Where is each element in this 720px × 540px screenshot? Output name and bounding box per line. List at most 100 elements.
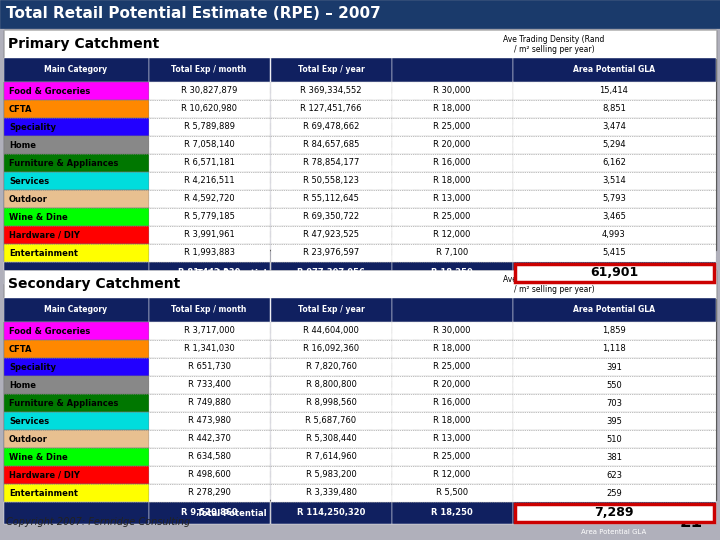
Bar [271,340,392,358]
Text: R 4,592,720: R 4,592,720 [184,194,234,204]
Text: R 47,923,525: R 47,923,525 [303,231,359,240]
Text: R 55,112,645: R 55,112,645 [303,194,359,204]
Bar [513,376,716,394]
Bar [271,100,392,118]
Text: R 651,730: R 651,730 [187,362,230,372]
Bar [271,82,392,100]
Bar [149,394,270,412]
Bar [149,484,270,502]
Bar [4,262,149,284]
Bar [513,298,716,322]
Bar [271,448,392,466]
Bar [392,226,513,244]
Bar [4,358,149,376]
Text: R 7,820,760: R 7,820,760 [305,362,356,372]
Text: 6,162: 6,162 [602,159,626,167]
Text: Ave Trading Density (Rand: Ave Trading Density (Rand [503,274,605,284]
Text: R 13,000: R 13,000 [433,435,471,443]
Bar [4,466,149,484]
Bar [513,358,716,376]
Text: 3,474: 3,474 [602,123,626,132]
Bar [4,136,149,154]
Bar [515,504,714,522]
Text: R 749,880: R 749,880 [187,399,230,408]
Bar [392,118,513,136]
Text: R 44,604,000: R 44,604,000 [303,327,359,335]
Bar [392,484,513,502]
Text: R 3,991,961: R 3,991,961 [184,231,235,240]
Bar [4,30,716,250]
Text: CFTA: CFTA [9,105,32,113]
Text: R 16,000: R 16,000 [433,399,471,408]
Text: Food & Groceries: Food & Groceries [9,327,90,335]
Text: Outdoor: Outdoor [9,194,48,204]
Text: Entertainment: Entertainment [9,248,78,258]
Bar [271,154,392,172]
Text: Total Exp / year: Total Exp / year [297,306,364,314]
Bar [271,262,392,284]
Text: R 18,000: R 18,000 [433,177,471,186]
Text: R 473,980: R 473,980 [187,416,230,426]
Text: Hardware / DIY: Hardware / DIY [9,231,80,240]
Text: R 6,571,181: R 6,571,181 [184,159,235,167]
Text: R 8,800,800: R 8,800,800 [305,381,356,389]
Bar [4,154,149,172]
Bar [392,412,513,430]
Text: Secondary Catchment: Secondary Catchment [8,277,180,291]
Text: R 5,789,889: R 5,789,889 [184,123,235,132]
Bar [392,136,513,154]
Bar [271,118,392,136]
Text: R 50,558,123: R 50,558,123 [303,177,359,186]
Bar [513,100,716,118]
Bar [4,244,149,262]
Bar [513,226,716,244]
Bar [513,82,716,100]
Bar [513,244,716,262]
Text: Total Potential: Total Potential [197,509,267,517]
Bar [149,466,270,484]
Bar [392,448,513,466]
Bar [149,412,270,430]
Bar [392,82,513,100]
Text: Main Category: Main Category [45,306,107,314]
Bar [149,172,270,190]
Bar [0,505,720,540]
Text: Wine & Dine: Wine & Dine [9,213,68,221]
Bar [271,226,392,244]
Text: R 442,370: R 442,370 [188,435,230,443]
Text: Services: Services [9,177,49,186]
Text: R 8,998,560: R 8,998,560 [305,399,356,408]
Text: R 13,000: R 13,000 [433,194,471,204]
Bar [149,82,270,100]
Text: Area Potential GLA: Area Potential GLA [581,289,647,295]
Text: R 30,827,879: R 30,827,879 [181,86,237,96]
Text: R 16,000: R 16,000 [433,159,471,167]
Bar [392,208,513,226]
Text: R 369,334,552: R 369,334,552 [300,86,361,96]
Bar [513,118,716,136]
Text: 61,901: 61,901 [590,267,638,280]
Bar [4,322,149,340]
Text: R 3,717,000: R 3,717,000 [184,327,235,335]
Bar [271,466,392,484]
Text: R 1,993,883: R 1,993,883 [184,248,235,258]
Text: R 18,000: R 18,000 [433,345,471,354]
Bar [271,208,392,226]
Bar [149,322,270,340]
Text: 1,118: 1,118 [602,345,626,354]
Text: R 18,000: R 18,000 [433,416,471,426]
Text: Ave Trading Density (Rand: Ave Trading Density (Rand [503,35,605,44]
Text: R 1,341,030: R 1,341,030 [184,345,235,354]
Text: R 7,058,140: R 7,058,140 [184,140,235,150]
Text: 3,514: 3,514 [602,177,626,186]
Bar [271,376,392,394]
Text: 5,415: 5,415 [602,248,626,258]
Text: Home: Home [9,381,36,389]
Text: Area Potential GLA: Area Potential GLA [573,306,655,314]
Text: Total Retail Potential Estimate (RPE) – 2007: Total Retail Potential Estimate (RPE) – … [6,6,381,22]
Bar [392,58,513,82]
Text: R 23,976,597: R 23,976,597 [303,248,359,258]
Bar [271,298,392,322]
Bar [392,172,513,190]
Bar [513,430,716,448]
